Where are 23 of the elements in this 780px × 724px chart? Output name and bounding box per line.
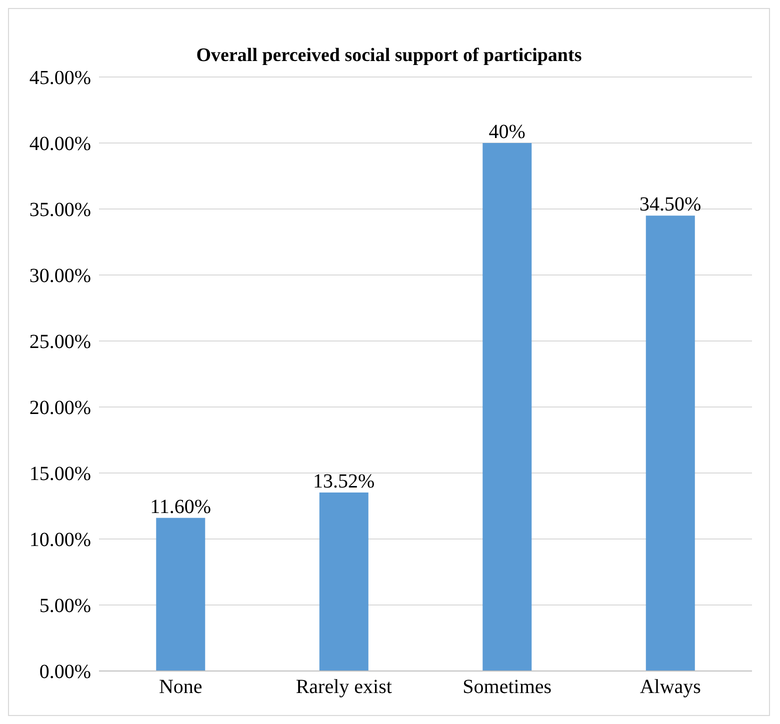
x-tick-label: None (158, 676, 202, 698)
bar (646, 216, 695, 671)
y-tick-label: 45.00% (29, 67, 91, 90)
data-label: 13.52% (313, 470, 375, 493)
x-tick-label: Always (640, 676, 702, 698)
bar (319, 492, 368, 671)
x-tick-label: Sometimes (462, 676, 552, 698)
y-tick-label: 20.00% (29, 397, 91, 420)
bar (156, 518, 206, 671)
chart-title: Overall perceived social support of participants (196, 45, 582, 66)
y-tick-label: 40.00% (29, 133, 91, 156)
data-label: 11.60% (150, 496, 212, 518)
data-label: 40% (488, 121, 526, 143)
bar (482, 143, 532, 671)
y-tick-label: 0.00% (39, 661, 91, 684)
y-tick-label: 10.00% (29, 529, 91, 552)
x-tick-label: Rarely exist (296, 676, 392, 698)
y-tick-label: 5.00% (39, 595, 91, 618)
y-tick-label: 30.00% (29, 265, 91, 288)
data-label: 34.50% (640, 194, 702, 216)
y-tick-label: 25.00% (29, 331, 91, 354)
y-tick-label: 35.00% (29, 199, 91, 222)
y-tick-label: 15.00% (29, 463, 91, 486)
